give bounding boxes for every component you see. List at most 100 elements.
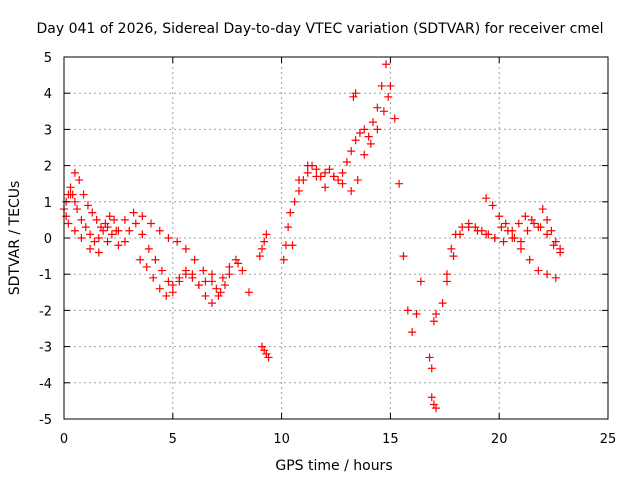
- data-point: [164, 234, 173, 242]
- grid: [64, 57, 608, 419]
- data-point: [64, 219, 73, 228]
- data-point: [295, 176, 304, 185]
- data-point: [155, 226, 164, 235]
- data-point: [303, 168, 312, 177]
- data-point: [295, 186, 304, 195]
- data-point: [190, 255, 199, 264]
- x-tick-label: 10: [273, 432, 290, 447]
- y-tick-label: -4: [39, 377, 52, 392]
- data-point: [360, 125, 369, 134]
- data-point: [96, 223, 105, 232]
- data-point: [527, 215, 536, 224]
- y-tick-label: 1: [44, 196, 52, 211]
- data-point: [549, 241, 558, 250]
- data-point: [508, 234, 517, 242]
- data-point: [279, 255, 288, 264]
- data-point: [329, 172, 338, 181]
- data-point: [386, 81, 395, 90]
- chart-title: Day 041 of 2026, Sidereal Day-to-day VTE…: [36, 21, 603, 37]
- data-point: [351, 89, 360, 98]
- data-point: [149, 273, 158, 282]
- data-point: [231, 255, 240, 264]
- data-point: [534, 266, 543, 275]
- data-point: [495, 212, 504, 221]
- data-point: [90, 237, 99, 246]
- data-point: [425, 353, 434, 362]
- y-tick-label: 2: [44, 160, 52, 175]
- data-point: [70, 226, 79, 235]
- data-point: [136, 255, 145, 264]
- y-tick-label: -3: [39, 341, 52, 356]
- data-point: [142, 262, 151, 271]
- data-point: [173, 237, 182, 246]
- data-point: [138, 212, 147, 221]
- data-point: [262, 230, 271, 239]
- data-point: [212, 284, 221, 293]
- data-point: [234, 259, 243, 268]
- data-point: [86, 230, 95, 239]
- data-point: [412, 310, 421, 319]
- data-point: [497, 223, 506, 232]
- data-point: [201, 291, 210, 300]
- data-point: [168, 281, 177, 290]
- data-point: [260, 346, 269, 355]
- data-point: [92, 215, 101, 224]
- data-point: [255, 252, 264, 261]
- data-point: [514, 219, 523, 228]
- data-point: [175, 277, 184, 286]
- data-point: [499, 237, 508, 246]
- y-tick-label: -5: [39, 413, 52, 428]
- data-point: [66, 183, 75, 192]
- data-point: [525, 255, 534, 264]
- data-point: [501, 219, 510, 228]
- data-point: [355, 129, 364, 138]
- data-point: [79, 190, 88, 199]
- data-point: [347, 147, 356, 156]
- data-point: [151, 255, 160, 264]
- data-point: [364, 132, 373, 141]
- data-point: [416, 277, 425, 286]
- data-point: [194, 281, 203, 290]
- data-point: [70, 197, 79, 206]
- data-point: [373, 125, 382, 134]
- data-point: [543, 230, 552, 239]
- data-point: [473, 226, 482, 235]
- data-point: [238, 266, 247, 275]
- data-point: [427, 393, 436, 402]
- x-tick-labels: 0 5 10 15 20 25: [60, 432, 616, 447]
- data-point: [168, 288, 177, 297]
- data-point: [321, 168, 330, 177]
- data-point: [351, 136, 360, 145]
- data-point: [312, 172, 321, 181]
- data-point: [262, 349, 271, 358]
- data-point: [131, 219, 140, 228]
- data-point: [107, 230, 116, 239]
- data-point: [490, 234, 499, 242]
- data-point: [464, 223, 473, 232]
- data-point: [338, 168, 347, 177]
- data-point: [390, 114, 399, 123]
- data-point: [81, 223, 90, 232]
- data-point: [516, 244, 525, 253]
- data-point: [373, 103, 382, 112]
- data-point: [77, 215, 86, 224]
- data-point: [551, 237, 560, 246]
- y-tick-label: 3: [44, 123, 52, 138]
- data-point: [110, 215, 119, 224]
- data-point: [538, 205, 547, 214]
- data-point: [258, 342, 267, 351]
- y-tick-label: 0: [44, 232, 52, 247]
- y-tick-label: 5: [44, 51, 52, 66]
- data-point: [162, 291, 171, 300]
- data-point: [73, 205, 82, 214]
- x-tick-label: 5: [169, 432, 177, 447]
- data-point: [366, 139, 375, 148]
- data-point: [447, 244, 456, 253]
- data-point: [216, 288, 225, 297]
- data-point: [288, 241, 297, 250]
- data-point: [432, 310, 441, 319]
- data-point: [432, 404, 441, 413]
- data-point: [534, 223, 543, 232]
- data-point: [147, 219, 156, 228]
